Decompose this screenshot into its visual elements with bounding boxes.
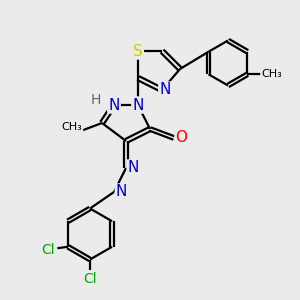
Text: N: N	[159, 82, 171, 98]
Text: H: H	[91, 94, 101, 107]
Text: N: N	[132, 98, 144, 112]
Text: N: N	[116, 184, 127, 200]
Text: Cl: Cl	[42, 243, 55, 257]
Text: O: O	[176, 130, 188, 146]
Text: Cl: Cl	[83, 272, 97, 286]
Text: N: N	[108, 98, 120, 112]
Text: CH₃: CH₃	[261, 69, 282, 79]
Text: CH₃: CH₃	[61, 122, 82, 133]
Text: N: N	[128, 160, 139, 175]
Text: S: S	[133, 44, 143, 59]
